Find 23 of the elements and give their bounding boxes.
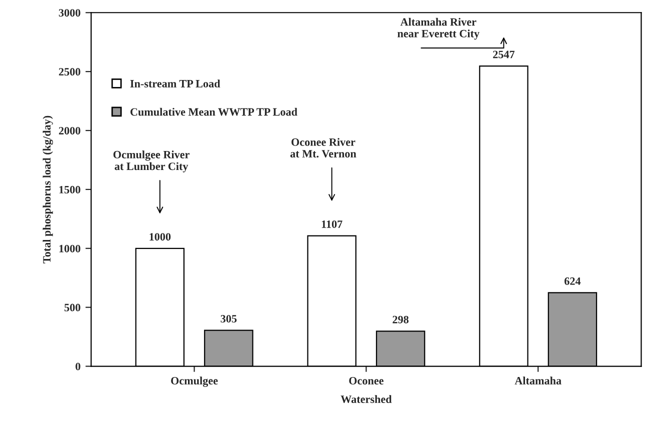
x-axis-title: Watershed	[340, 395, 392, 404]
x-tick-label: Ocmulgee	[171, 376, 218, 387]
y-tick-label: 2500	[58, 68, 80, 76]
data-label: 1107	[322, 220, 342, 228]
legend-label: In-stream TP Load	[130, 80, 220, 88]
y-tick-label: 1500	[59, 186, 80, 194]
data-label: 305	[220, 315, 237, 323]
data-label: 2547	[493, 50, 515, 58]
y-tick-label: 0	[76, 362, 80, 370]
y-tick-label: 1000	[59, 244, 80, 252]
data-label: 624	[564, 277, 581, 285]
y-axis-title: Total phosphorus load (kg/day)	[42, 116, 53, 264]
annotation: Ocmulgee River at Lumber City	[113, 150, 190, 172]
y-tick-label: 2000	[58, 126, 80, 134]
x-tick-label: Oconee	[349, 377, 384, 385]
data-label: 1000	[150, 233, 171, 241]
annotation: Altamaha River near Everett City	[398, 18, 480, 40]
legend-label: Cumulative Mean WWTP TP Load	[130, 108, 298, 116]
y-tick-label: 500	[64, 304, 80, 312]
annotation: Oconee River at Mt. Vernon	[290, 138, 356, 158]
data-label: 298	[392, 316, 409, 324]
x-tick-label: Altamaha	[514, 376, 562, 385]
y-tick-label: 3000	[58, 9, 80, 17]
